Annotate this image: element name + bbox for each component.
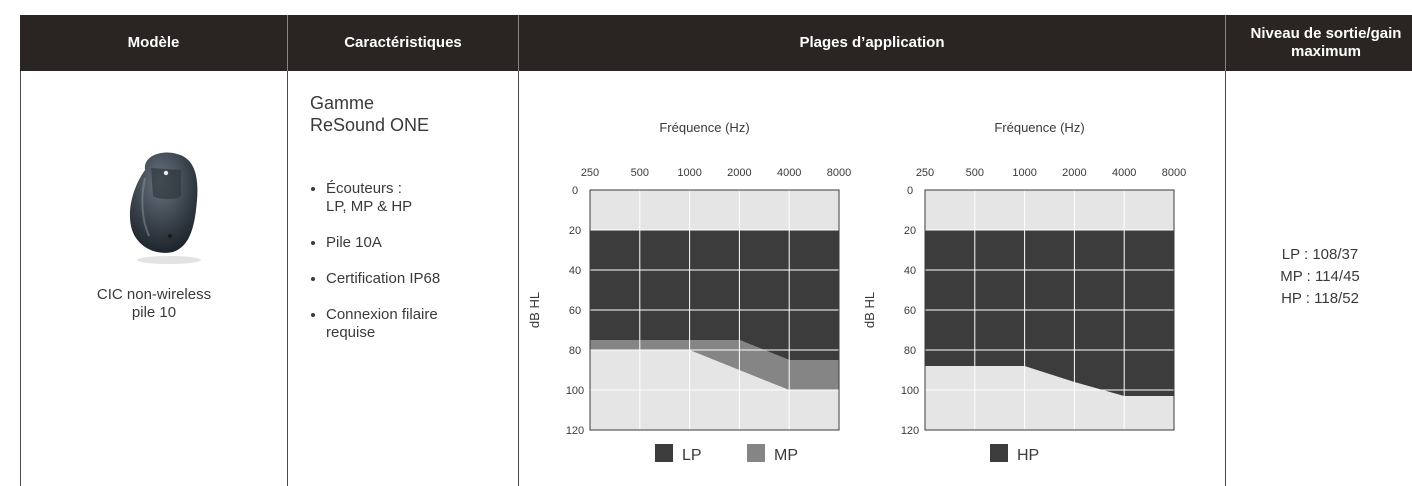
y-tick-label: 0: [572, 185, 578, 197]
output-hp: HP : 118/52: [1281, 290, 1359, 307]
y-tick-label: 20: [904, 225, 916, 237]
y-tick-label: 40: [904, 265, 916, 277]
header-divider: [1225, 15, 1226, 71]
header-niveau-sortie: Niveau de sortie/gain maximum: [1250, 25, 1402, 60]
feature-text: requise: [326, 324, 376, 341]
feature-item: Certification IP68: [326, 270, 536, 288]
feature-text: LP, MP & HP: [326, 198, 413, 215]
feature-text: Pile 10A: [326, 234, 382, 251]
feature-item: Écouteurs : LP, MP & HP: [326, 180, 536, 216]
legend-swatch-hp: [990, 444, 1008, 462]
hearing-aid-image: [129, 152, 201, 264]
range-title-line1: Gamme: [310, 93, 375, 113]
x-tick-label: 1000: [677, 167, 701, 179]
column-divider: [518, 71, 519, 486]
y-tick-label: 40: [569, 265, 581, 277]
model-name: CIC non-wireless pile 10: [20, 286, 288, 322]
header-caracteristiques: Caractéristiques: [344, 34, 462, 51]
series-area-mp: [590, 340, 839, 390]
series-area-lp: [590, 230, 839, 360]
x-tick-label: 250: [916, 167, 934, 179]
x-tick-label: 8000: [827, 167, 851, 179]
feature-item: Pile 10A: [326, 234, 536, 252]
y-tick-label: 120: [901, 425, 919, 437]
feature-text: Écouteurs :: [326, 180, 402, 197]
legend-label: LP: [682, 447, 702, 464]
plot-frame: [589, 189, 840, 431]
y-tick-label: 80: [904, 345, 916, 357]
legend-label: MP: [774, 447, 798, 464]
x-tick-label: 4000: [777, 167, 801, 179]
y-axis-label: dB HL: [862, 292, 877, 328]
model-name-line2: pile 10: [131, 304, 177, 321]
y-axis-label: dB HL: [527, 292, 542, 328]
output-values: LP : 108/37 MP : 114/45 HP : 118/52: [1228, 244, 1412, 310]
header-plages: Plages d’application: [799, 34, 945, 51]
x-tick-label: 500: [631, 167, 649, 179]
features-list: Écouteurs : LP, MP & HP Pile 10A Certifi…: [300, 180, 536, 360]
y-tick-label: 60: [904, 305, 916, 317]
x-tick-label: 4000: [1112, 167, 1136, 179]
y-tick-label: 80: [569, 345, 581, 357]
legend-label: HP: [1017, 447, 1039, 464]
column-divider: [1225, 71, 1226, 486]
y-tick-label: 0: [907, 185, 913, 197]
fitting-range-chart-hp: Fréquence (Hz) 250 500 1000 2000 4000 8000 0 20 4…: [862, 120, 1186, 464]
series-area-hp: [925, 230, 1174, 396]
x-tick-label: 1000: [1012, 167, 1036, 179]
y-tick-label: 100: [566, 385, 584, 397]
header-divider: [518, 15, 519, 71]
y-tick-label: 60: [569, 305, 581, 317]
chart-title: Fréquence (Hz): [659, 120, 749, 135]
x-tick-label: 2000: [1062, 167, 1086, 179]
x-tick-label: 250: [581, 167, 599, 179]
feature-text: Certification IP68: [326, 270, 441, 287]
y-tick-label: 100: [901, 385, 919, 397]
header-modele: Modèle: [127, 34, 180, 51]
legend-swatch-lp: [655, 444, 673, 462]
x-tick-label: 2000: [727, 167, 751, 179]
model-name-line1: CIC non-wireless: [96, 286, 212, 303]
feature-text: Connexion filaire: [326, 306, 438, 323]
table-header: Modèle Caractéristiques Plages d’applica…: [20, 15, 1412, 71]
x-tick-label: 8000: [1162, 167, 1186, 179]
fitting-range-chart-lp-mp: Fréquence (Hz) 250 500 1000 2000 4000 8000 0 20 4…: [527, 120, 851, 464]
output-lp: LP : 108/37: [1281, 246, 1359, 263]
y-tick-label: 20: [569, 225, 581, 237]
header-divider: [287, 15, 288, 71]
column-divider: [287, 71, 288, 486]
feature-item: Connexion filaire requise: [326, 306, 536, 342]
y-tick-label: 120: [566, 425, 584, 437]
plot-frame: [924, 189, 1175, 431]
output-mp: MP : 114/45: [1280, 268, 1360, 285]
product-range-title: Gamme ReSound ONE: [310, 92, 510, 136]
legend-swatch-mp: [747, 444, 765, 462]
x-tick-label: 500: [966, 167, 984, 179]
range-title-line2: ReSound ONE: [310, 115, 430, 135]
table-border-left: [20, 71, 21, 486]
chart-title: Fréquence (Hz): [994, 120, 1084, 135]
